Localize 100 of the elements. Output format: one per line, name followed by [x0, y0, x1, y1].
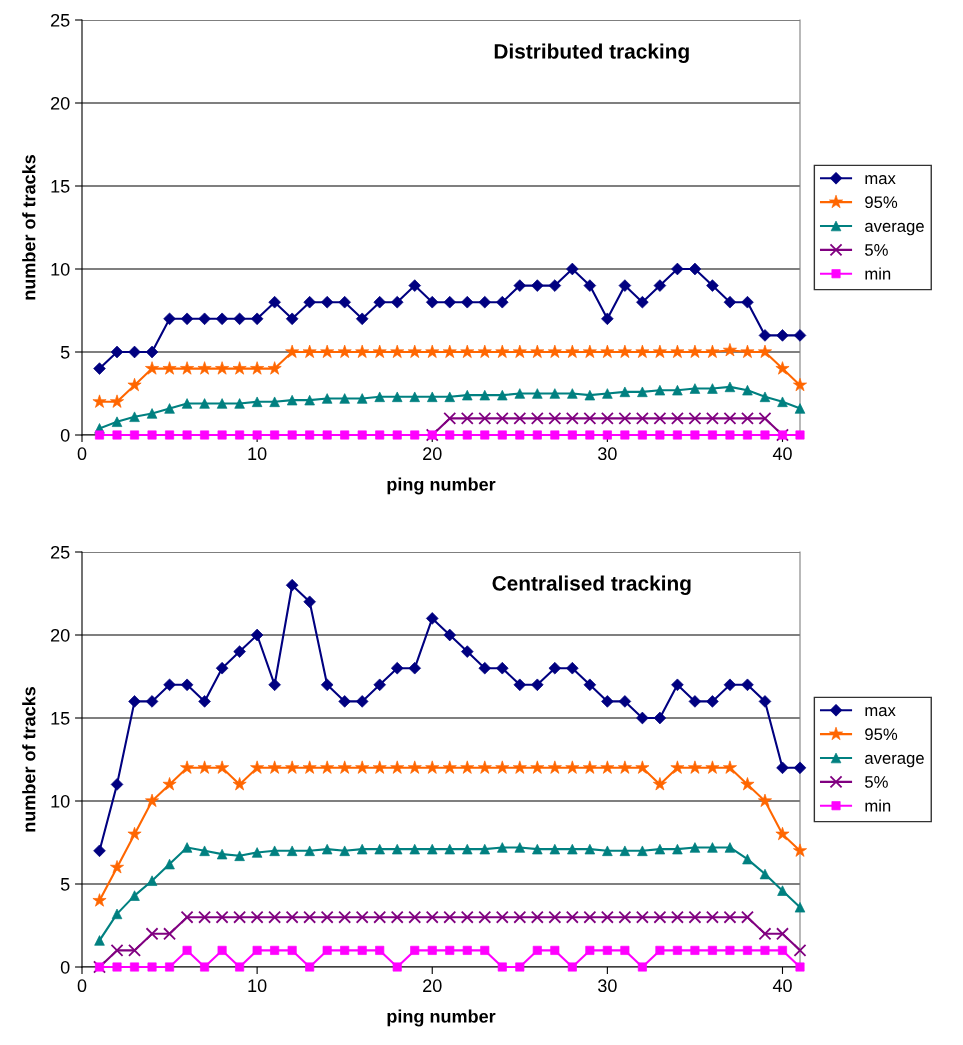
- y-tick-label: 5: [60, 346, 70, 359]
- point: [548, 910, 562, 924]
- legend-label: min: [865, 267, 891, 280]
- point: [653, 411, 667, 425]
- y-tick-label: 15: [51, 712, 70, 725]
- legend-label: 95%: [865, 728, 898, 741]
- point: [653, 910, 667, 924]
- point: [635, 411, 649, 425]
- point: [548, 411, 562, 425]
- point: [495, 910, 509, 924]
- point: [600, 910, 614, 924]
- point: [793, 943, 807, 957]
- x-tick-label: 10: [248, 979, 267, 993]
- point: [513, 411, 527, 425]
- point: [530, 411, 544, 425]
- point: [530, 910, 544, 924]
- point: [705, 910, 719, 924]
- legend-label: min: [865, 799, 891, 812]
- point: [425, 910, 439, 924]
- point: [215, 910, 229, 924]
- legend-label: max: [865, 707, 896, 717]
- point: [478, 411, 492, 425]
- point: [180, 910, 194, 924]
- x-tick-label: 20: [423, 447, 442, 461]
- point: [723, 411, 737, 425]
- text: Distributed tracking: [494, 43, 689, 63]
- point: [742, 945, 752, 955]
- point: [688, 411, 702, 425]
- point: [741, 411, 754, 425]
- x-tick-label: 0: [77, 447, 87, 461]
- y-tick-label: 15: [51, 180, 70, 193]
- legend-label: 95%: [865, 196, 898, 209]
- point: [513, 910, 527, 924]
- point: [128, 943, 141, 957]
- point: [373, 910, 387, 924]
- y-tick-label: 10: [51, 262, 70, 276]
- y-tick-label: 20: [51, 628, 70, 642]
- x-tick-label: 30: [598, 979, 617, 993]
- point: [758, 411, 772, 425]
- x-axis-title: ping number: [387, 1009, 496, 1027]
- legend-label: average: [865, 222, 924, 236]
- x-tick-label: 40: [772, 447, 792, 461]
- point: [198, 910, 212, 924]
- y-tick-label: 25: [51, 13, 70, 27]
- point: [408, 910, 422, 924]
- point: [478, 910, 492, 924]
- legend-label: 5%: [865, 776, 888, 788]
- point: [355, 910, 369, 924]
- point: [338, 910, 352, 924]
- point: [583, 910, 597, 924]
- point: [163, 927, 177, 941]
- point: [583, 411, 597, 425]
- y-tick-label: 0: [60, 960, 70, 974]
- point: [600, 411, 614, 425]
- point: [233, 910, 247, 924]
- point: [670, 910, 684, 924]
- x-tick-label: 20: [423, 979, 442, 993]
- legend-label: max: [865, 175, 896, 185]
- y-axis-title: number of tracks: [22, 686, 36, 832]
- point: [110, 943, 124, 957]
- point: [320, 910, 334, 924]
- point: [145, 927, 159, 941]
- point: [670, 411, 684, 425]
- x-tick-label: 0: [77, 979, 87, 993]
- point: [705, 411, 719, 425]
- point: [688, 910, 702, 924]
- y-tick-label: 0: [60, 428, 70, 442]
- point: [250, 910, 264, 924]
- legend-label: average: [865, 754, 924, 768]
- x-tick-label: 30: [598, 447, 617, 461]
- point: [444, 391, 455, 403]
- y-tick-label: 20: [51, 96, 70, 110]
- point: [758, 927, 772, 941]
- point: [776, 927, 789, 941]
- point: [285, 910, 299, 924]
- point: [460, 411, 474, 425]
- legend-label: 5%: [865, 244, 888, 256]
- y-tick-label: 25: [51, 545, 70, 559]
- y-tick-label: 10: [51, 794, 70, 808]
- point: [390, 910, 404, 924]
- point: [707, 945, 717, 955]
- point: [618, 910, 632, 924]
- point: [635, 910, 649, 924]
- point: [565, 411, 579, 425]
- x-axis-title: ping number: [387, 477, 496, 495]
- y-axis-title: number of tracks: [22, 154, 36, 300]
- point: [443, 910, 457, 924]
- point: [268, 910, 282, 924]
- point: [303, 910, 317, 924]
- y-tick-label: 5: [60, 878, 70, 891]
- point: [427, 391, 438, 403]
- point: [565, 910, 579, 924]
- point: [443, 411, 457, 425]
- text: Centralised tracking: [492, 575, 691, 595]
- x-tick-label: 40: [772, 979, 792, 993]
- point: [741, 910, 754, 924]
- point: [460, 910, 474, 924]
- x-tick-label: 10: [248, 447, 267, 461]
- point: [723, 910, 737, 924]
- point: [618, 411, 632, 425]
